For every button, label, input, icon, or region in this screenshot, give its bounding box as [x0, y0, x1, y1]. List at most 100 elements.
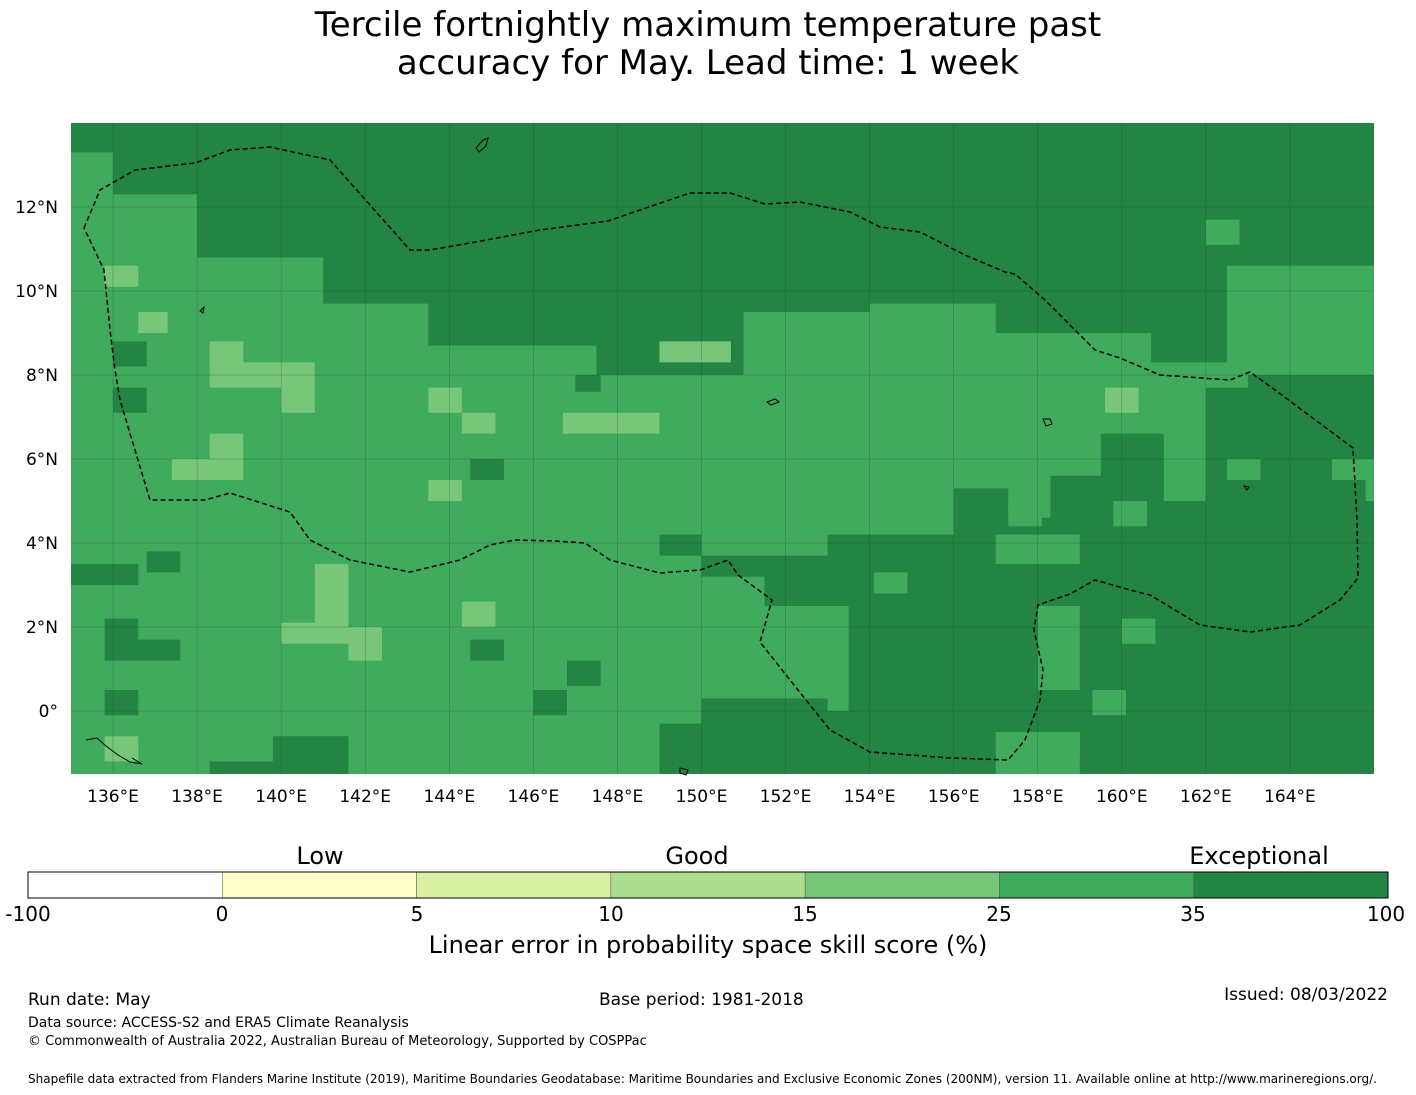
latitude-tick-label: 4°N: [26, 534, 58, 554]
skill-region: [470, 459, 504, 480]
skill-region: [1121, 618, 1156, 644]
longitude-tick-label: 160°E: [1096, 787, 1148, 807]
copyright: © Commonwealth of Australia 2022, Austra…: [28, 1034, 647, 1049]
manus-island: [679, 767, 689, 776]
skill-region: [1092, 690, 1126, 716]
island-coastlines: [85, 137, 1250, 776]
longitude-tick-label: 162°E: [1180, 787, 1232, 807]
skill-region: [209, 736, 349, 774]
skill-region: [428, 387, 462, 413]
skill-region: [104, 690, 139, 716]
skill-region: [575, 375, 601, 392]
skill-region: [1105, 387, 1139, 413]
skill-region: [470, 639, 504, 661]
skill-region: [113, 341, 147, 367]
skill-region: [1184, 375, 1248, 413]
colorbar-tick: 5: [410, 902, 424, 926]
eez-boundary: [83, 146, 1359, 761]
skill-region: [567, 660, 601, 686]
guam-island: [475, 137, 489, 153]
skill-region: [873, 572, 908, 594]
colorbar-tick: 25: [986, 902, 1012, 926]
run-date: Run date: May: [28, 990, 151, 1010]
skill-region: [104, 618, 181, 661]
latitude-tick-label: 2°N: [26, 618, 58, 638]
longitude-tick-label: 146°E: [508, 787, 560, 807]
longitude-ticks: 136°E 138°E 140°E 142°E 144°E 146°E 148°E 150°E…: [87, 787, 1316, 807]
skill-region: [659, 698, 828, 774]
pohnpei-island: [1042, 418, 1053, 427]
colorbar-tick: -100: [5, 902, 51, 926]
base-period: Base period: 1981-2018: [599, 990, 804, 1010]
skill-region: [461, 601, 496, 627]
skill-region: [1008, 501, 1042, 527]
latitude-tick-label: 0°: [39, 702, 58, 722]
palau-island: [199, 305, 205, 314]
skill-region: [1332, 459, 1374, 501]
shapefile-credit: Shapefile data extracted from Flanders M…: [28, 1072, 1377, 1086]
colorbar-tick: 0: [215, 902, 229, 926]
longitude-tick-label: 156°E: [928, 787, 980, 807]
skill-region: [209, 341, 315, 413]
skill-region: [428, 480, 462, 501]
colorbar-segment: [804, 871, 1000, 899]
colorbar-segment: [416, 871, 612, 899]
colorbar-low-label: Low: [296, 842, 344, 870]
colorbar-tick: 15: [792, 902, 818, 926]
latitude-tick-label: 8°N: [26, 366, 58, 386]
longitude-tick-label: 140°E: [255, 787, 307, 807]
latitude-tick-label: 10°N: [15, 282, 58, 302]
skill-region: [104, 736, 139, 762]
longitude-tick-label: 138°E: [171, 787, 223, 807]
colorbar-exceptional-label: Exceptional: [1189, 842, 1329, 870]
skill-region: [71, 123, 1374, 375]
title-line-1: Tercile fortnightly maximum temperature …: [314, 5, 1102, 45]
skill-region: [562, 412, 660, 434]
skill-region: [104, 265, 139, 287]
skill-grid: [71, 123, 1374, 774]
map-gridlines: [71, 123, 1374, 774]
skill-region: [659, 375, 1374, 774]
colorbar-segment: [610, 871, 806, 899]
longitude-tick-label: 148°E: [592, 787, 644, 807]
skill-score-map: 136°E 138°E 140°E 142°E 144°E 146°E 148°E 150°E…: [15, 123, 1374, 807]
longitude-tick-label: 142°E: [339, 787, 391, 807]
colorbar-segment: [27, 871, 223, 899]
skill-region: [659, 341, 731, 363]
colorbar-title: Linear error in probability space skill …: [428, 931, 988, 959]
issued-date: Issued: 08/03/2022: [1224, 985, 1388, 1005]
colorbar-segment: [999, 871, 1194, 899]
title-line-2: accuracy for May. Lead time: 1 week: [396, 43, 1020, 83]
colorbar-tick: 100: [1366, 902, 1406, 926]
longitude-tick-label: 152°E: [760, 787, 812, 807]
skill-region: [533, 690, 567, 716]
skill-region: [71, 564, 139, 585]
colorbar-segment: [1193, 871, 1389, 899]
skill-region: [171, 433, 244, 480]
longitude-tick-label: 154°E: [844, 787, 896, 807]
longitude-tick-label: 136°E: [87, 787, 139, 807]
skill-region: [146, 551, 181, 573]
latitude-ticks: 12°N 10°N 8°N 6°N 4°N 2°N 0°: [15, 198, 58, 722]
data-source: Data source: ACCESS-S2 and ERA5 Climate …: [28, 1015, 409, 1031]
skill-region: [1226, 459, 1261, 480]
longitude-tick-label: 150°E: [676, 787, 728, 807]
longitude-tick-label: 158°E: [1012, 787, 1064, 807]
colorbar-tick: 10: [598, 902, 624, 926]
skill-region: [1113, 501, 1147, 527]
skill-region: [764, 606, 849, 640]
chuuk-island: [765, 398, 781, 406]
latitude-tick-label: 6°N: [26, 450, 58, 470]
colorbar-segment: [222, 871, 417, 899]
longitude-tick-label: 144°E: [423, 787, 475, 807]
map-title: Tercile fortnightly maximum temperature …: [0, 6, 1416, 82]
skill-region: [1037, 732, 1080, 758]
kosrae-island: [1242, 485, 1250, 491]
latitude-tick-label: 12°N: [15, 198, 58, 218]
new-guinea-coast: [85, 737, 143, 765]
longitude-tick-label: 164°E: [1264, 787, 1316, 807]
skill-region: [138, 312, 168, 333]
colorbar-tick: 35: [1180, 902, 1206, 926]
skill-region: [281, 564, 382, 661]
